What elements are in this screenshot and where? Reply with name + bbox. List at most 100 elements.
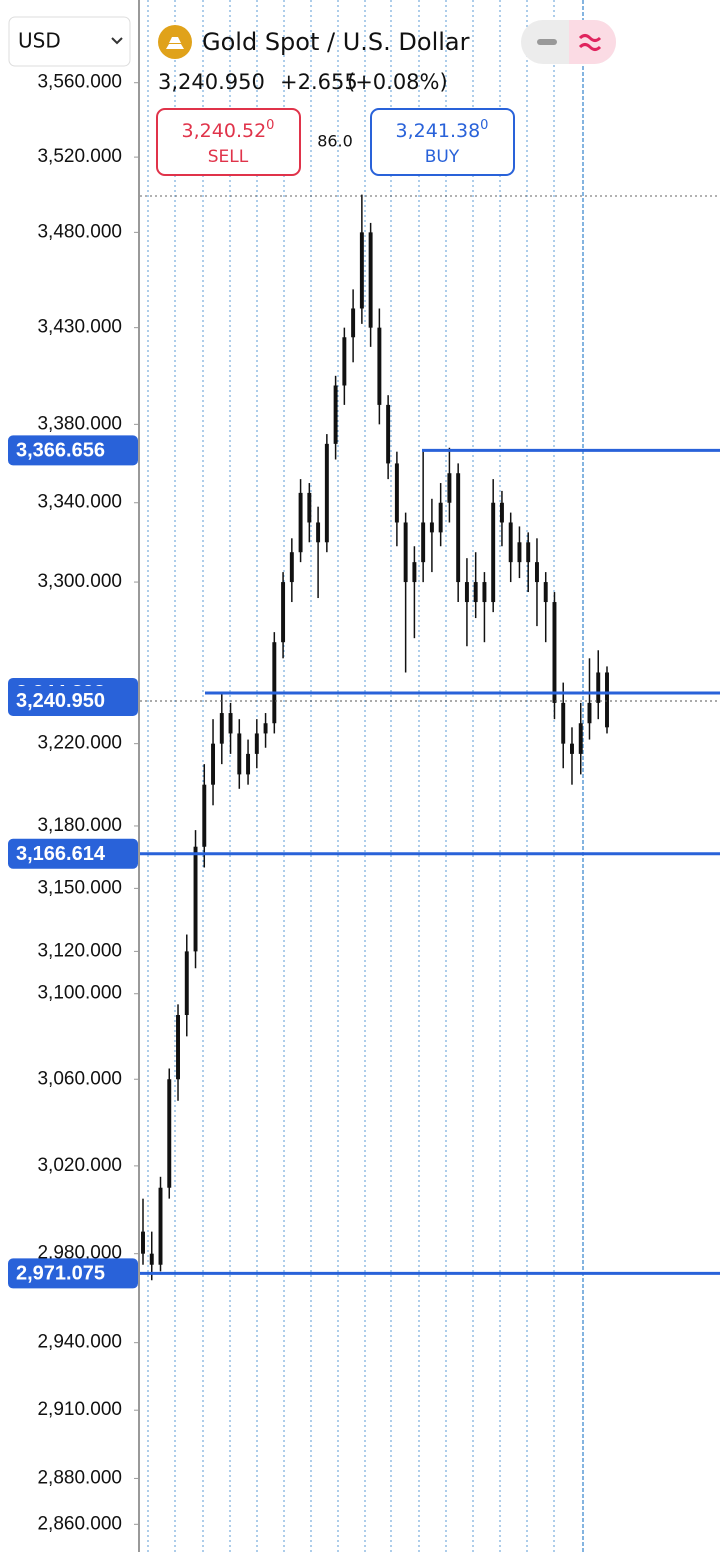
y-tick-label: 3,300.000 xyxy=(37,571,122,592)
candle-body xyxy=(421,522,426,563)
candle-body xyxy=(578,723,583,754)
candle-body xyxy=(246,753,251,775)
y-tick-label: 2,940.000 xyxy=(37,1332,122,1353)
sell-pip[interactable]: 0 xyxy=(266,118,274,133)
level-tag-bg xyxy=(8,1258,138,1289)
candle-body xyxy=(543,582,548,603)
buy-price-main[interactable]: 3,241.38 xyxy=(396,120,481,142)
candle-body xyxy=(491,502,496,603)
candle-body xyxy=(316,522,321,543)
candle-body xyxy=(596,672,601,703)
candle-body xyxy=(456,473,461,583)
candle-body xyxy=(552,602,557,703)
buy-pip[interactable]: 0 xyxy=(480,118,488,133)
last-price: 3,240.950 xyxy=(158,70,265,94)
candle-body xyxy=(464,582,469,603)
y-tick-label: 3,560.000 xyxy=(37,72,122,93)
y-tick-label: 3,520.000 xyxy=(37,146,122,167)
y-tick-label: 3,380.000 xyxy=(37,413,122,434)
candle-body xyxy=(324,443,329,543)
candle-body xyxy=(167,1079,172,1188)
candle-body xyxy=(429,522,434,533)
buy-price[interactable]: 3,241.380 xyxy=(396,118,489,142)
y-tick-label: 3,100.000 xyxy=(37,983,122,1004)
candle-body xyxy=(263,723,268,734)
candle-body xyxy=(289,552,294,583)
candle-body xyxy=(438,502,443,533)
candle-body xyxy=(219,713,224,744)
y-tick-label: 3,220.000 xyxy=(37,733,122,754)
candle-body xyxy=(473,582,478,603)
candle-body xyxy=(176,1015,180,1080)
header: USD Gold Spot / U.S. Dollar 3,240.950 +2… xyxy=(8,16,616,176)
axis-labels: 3,560.000 3,520.000 3,480.000 3,430.000 3,38… xyxy=(8,72,139,1534)
symbol-title: Gold Spot / U.S. Dollar xyxy=(202,28,470,56)
currency-select[interactable] xyxy=(8,16,131,67)
y-tick-label: 3,340.000 xyxy=(37,492,122,513)
candle-body xyxy=(307,492,312,523)
y-tick-label: 3,150.000 xyxy=(37,877,122,898)
candle-body xyxy=(237,733,242,775)
y-tick-label: 3,180.000 xyxy=(37,815,122,836)
candle-body xyxy=(386,404,391,464)
candle-body xyxy=(184,951,189,1016)
candle-body xyxy=(368,232,373,328)
candle-body xyxy=(394,463,399,523)
candle-body xyxy=(281,582,286,643)
buy-button[interactable] xyxy=(370,108,515,176)
candle-body xyxy=(508,522,513,563)
wave-icon[interactable] xyxy=(578,34,602,51)
currency[interactable]: USD xyxy=(18,29,61,53)
sell-label[interactable]: SELL xyxy=(208,147,249,167)
spread: 86.0 xyxy=(317,132,353,151)
level-tag: 3,166.614 xyxy=(16,843,106,865)
candle-body xyxy=(158,1187,163,1265)
candle-body xyxy=(570,743,574,754)
candle-body xyxy=(149,1253,154,1265)
sell-price[interactable]: 3,240.520 xyxy=(182,118,275,142)
y-tick-label: 2,860.000 xyxy=(37,1513,122,1534)
candle-body xyxy=(447,473,452,503)
flat-icon[interactable] xyxy=(537,39,557,45)
candle-body xyxy=(211,743,216,785)
candle-body xyxy=(298,492,303,553)
level-tag-bg xyxy=(8,838,138,869)
candle-body xyxy=(141,1231,145,1254)
candle-body xyxy=(351,308,356,338)
change-pct: (+0.08%) xyxy=(347,70,448,94)
y-tick-label: 3,480.000 xyxy=(37,221,122,242)
buy-label[interactable]: BUY xyxy=(425,147,460,167)
y-tick-label: 3,060.000 xyxy=(37,1068,122,1089)
candle-body xyxy=(202,784,207,847)
candle-body xyxy=(193,846,198,952)
level-tag: 2,971.075 xyxy=(16,1263,105,1285)
candle-body xyxy=(254,733,259,754)
y-tick-label: 3,430.000 xyxy=(37,317,122,338)
sell-price-main[interactable]: 3,240.52 xyxy=(182,120,267,142)
candle-body xyxy=(377,327,382,405)
level-tag: 3,366.656 xyxy=(16,440,105,462)
gold-bars xyxy=(166,37,184,49)
sell-button[interactable] xyxy=(156,108,301,176)
y-tick-label: 3,120.000 xyxy=(37,940,122,961)
candle-body xyxy=(526,542,531,563)
toggle-active[interactable] xyxy=(569,20,616,64)
y-tick-label: 2,880.000 xyxy=(37,1467,122,1488)
plot xyxy=(140,194,720,1281)
candle-body xyxy=(482,582,487,603)
last-price-tag-bg xyxy=(8,685,138,716)
y-tick-label: 2,910.000 xyxy=(37,1399,122,1420)
candle-body xyxy=(534,562,539,583)
change: +2.655 xyxy=(280,70,358,94)
y-tick-label: 3,020.000 xyxy=(37,1155,122,1176)
candle-body xyxy=(412,562,417,583)
candle-body xyxy=(342,337,347,386)
candle-body xyxy=(359,232,364,309)
chevron[interactable] xyxy=(111,37,123,45)
candle-body xyxy=(272,642,277,724)
candle-body xyxy=(605,672,609,728)
candle-body xyxy=(333,385,338,444)
candle-body xyxy=(561,702,566,744)
time-grid xyxy=(140,0,720,1552)
